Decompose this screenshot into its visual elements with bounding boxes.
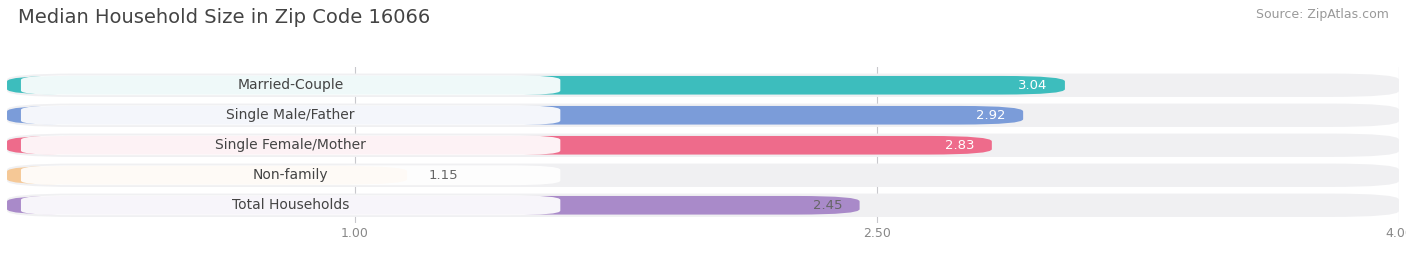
- FancyBboxPatch shape: [7, 106, 1024, 125]
- Text: Single Male/Father: Single Male/Father: [226, 108, 354, 122]
- FancyBboxPatch shape: [21, 135, 561, 155]
- Text: Non-family: Non-family: [253, 168, 329, 182]
- Text: Total Households: Total Households: [232, 198, 349, 212]
- Text: 2.45: 2.45: [813, 199, 842, 212]
- Text: 2.83: 2.83: [945, 139, 974, 152]
- FancyBboxPatch shape: [7, 196, 859, 215]
- FancyBboxPatch shape: [21, 165, 561, 185]
- FancyBboxPatch shape: [21, 195, 561, 215]
- FancyBboxPatch shape: [7, 73, 1399, 97]
- FancyBboxPatch shape: [7, 136, 991, 155]
- FancyBboxPatch shape: [21, 105, 561, 125]
- Text: 2.92: 2.92: [976, 109, 1005, 122]
- FancyBboxPatch shape: [7, 104, 1399, 127]
- FancyBboxPatch shape: [7, 76, 1064, 94]
- Text: Married-Couple: Married-Couple: [238, 78, 343, 92]
- Text: 3.04: 3.04: [1018, 79, 1047, 92]
- FancyBboxPatch shape: [7, 133, 1399, 157]
- FancyBboxPatch shape: [7, 164, 1399, 187]
- FancyBboxPatch shape: [7, 166, 408, 185]
- Text: Single Female/Mother: Single Female/Mother: [215, 138, 366, 152]
- FancyBboxPatch shape: [7, 194, 1399, 217]
- Text: 1.15: 1.15: [427, 169, 458, 182]
- Text: Median Household Size in Zip Code 16066: Median Household Size in Zip Code 16066: [18, 8, 430, 27]
- FancyBboxPatch shape: [21, 75, 561, 95]
- Text: Source: ZipAtlas.com: Source: ZipAtlas.com: [1256, 8, 1389, 21]
